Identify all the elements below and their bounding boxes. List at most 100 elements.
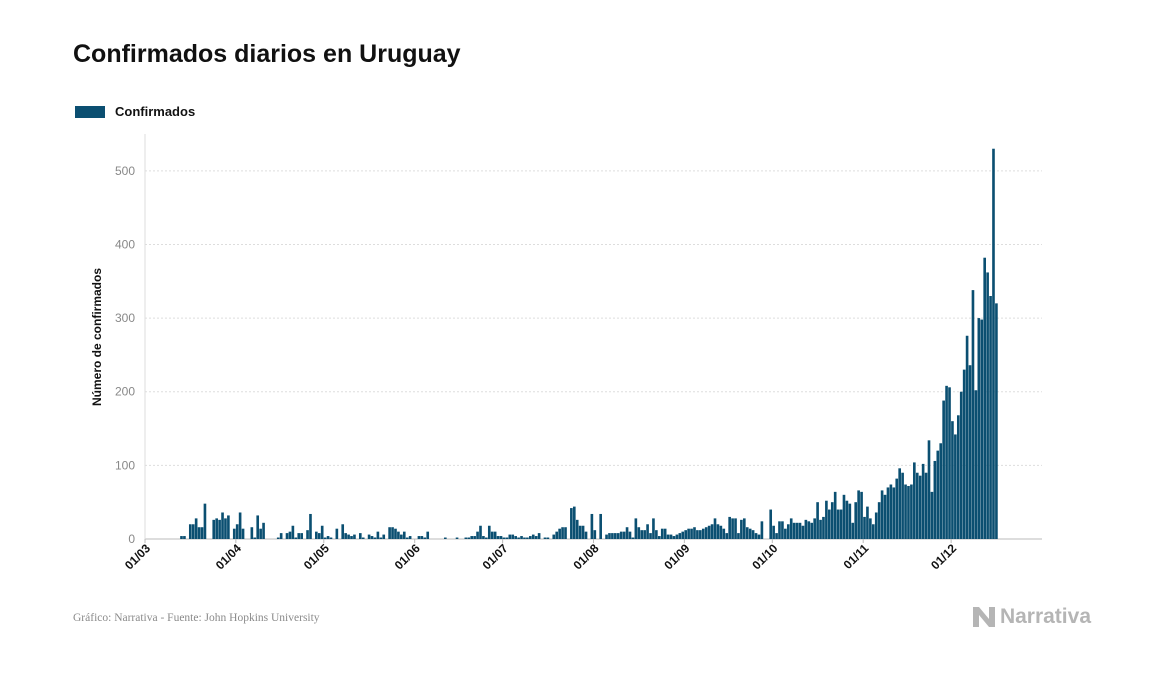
bar bbox=[754, 533, 758, 539]
bar bbox=[857, 490, 860, 539]
bar bbox=[992, 148, 995, 540]
bar bbox=[927, 440, 931, 539]
bar bbox=[725, 533, 729, 539]
bar bbox=[948, 387, 951, 539]
bar bbox=[880, 490, 884, 539]
bar bbox=[986, 272, 989, 539]
bar bbox=[924, 472, 928, 539]
bar bbox=[769, 509, 773, 539]
bar bbox=[719, 525, 723, 539]
bar bbox=[784, 528, 787, 539]
bar bbox=[778, 521, 781, 539]
bar bbox=[983, 257, 986, 539]
bar bbox=[309, 513, 312, 539]
bar bbox=[376, 531, 380, 539]
bar bbox=[570, 508, 573, 539]
bar bbox=[499, 536, 503, 539]
bar bbox=[367, 534, 371, 539]
bar bbox=[734, 518, 737, 539]
bar bbox=[877, 502, 881, 539]
bar bbox=[748, 528, 752, 539]
bar bbox=[394, 528, 397, 539]
bar bbox=[353, 534, 356, 539]
bar bbox=[534, 536, 538, 539]
bar bbox=[995, 303, 998, 539]
bar bbox=[552, 534, 556, 539]
bar bbox=[971, 290, 975, 539]
bar bbox=[989, 296, 992, 539]
bar bbox=[420, 536, 424, 539]
bar bbox=[490, 531, 494, 539]
chart-title: Confirmados diarios en Uruguay bbox=[73, 40, 461, 68]
bar bbox=[315, 531, 318, 539]
bar bbox=[816, 502, 819, 539]
bar bbox=[892, 487, 896, 539]
bar bbox=[581, 525, 585, 539]
bar bbox=[936, 450, 940, 539]
x-tick-label: 01/06 bbox=[392, 541, 423, 572]
bar bbox=[502, 537, 506, 539]
legend-swatch bbox=[75, 105, 105, 118]
bar bbox=[347, 534, 350, 539]
bar bbox=[493, 531, 497, 539]
bar bbox=[391, 527, 394, 539]
bar bbox=[329, 537, 333, 539]
bar bbox=[599, 513, 602, 539]
bar bbox=[813, 518, 816, 539]
bar bbox=[546, 537, 550, 539]
bar bbox=[954, 434, 957, 539]
bar bbox=[224, 518, 227, 539]
bar bbox=[895, 478, 899, 539]
bar bbox=[956, 415, 960, 539]
bar bbox=[508, 534, 512, 539]
bar bbox=[789, 518, 793, 539]
x-axis-ticks: 01/03 01/04 01/05 01/06 01/07 01/08 01/09 01/10… bbox=[122, 539, 959, 572]
bar bbox=[183, 536, 186, 539]
bar bbox=[904, 484, 907, 539]
bar bbox=[690, 528, 693, 539]
bar bbox=[959, 391, 963, 539]
bar bbox=[344, 533, 347, 539]
bar bbox=[939, 443, 943, 539]
bar bbox=[819, 519, 822, 539]
bar bbox=[907, 485, 910, 539]
x-tick-label: 01/12 bbox=[928, 541, 959, 572]
bar bbox=[619, 531, 623, 539]
bar bbox=[578, 525, 582, 539]
bar bbox=[704, 527, 708, 539]
bar bbox=[370, 536, 374, 539]
bar bbox=[795, 522, 799, 539]
bar bbox=[608, 533, 611, 539]
bar bbox=[531, 534, 535, 539]
y-tick-label: 100 bbox=[115, 458, 135, 472]
bar bbox=[575, 519, 579, 539]
y-tick-label: 500 bbox=[115, 164, 135, 178]
bar bbox=[341, 524, 345, 539]
bar bbox=[561, 527, 564, 539]
bar bbox=[740, 519, 743, 539]
bar bbox=[300, 533, 303, 539]
bar bbox=[728, 516, 731, 539]
bar bbox=[775, 533, 778, 539]
bar bbox=[804, 519, 808, 539]
bar bbox=[505, 537, 509, 539]
bar bbox=[358, 533, 362, 539]
bar bbox=[657, 536, 661, 539]
bar bbox=[731, 518, 734, 539]
source-credit: Gráfico: Narrativa - Fuente: John Hopkin… bbox=[73, 612, 320, 624]
bar bbox=[915, 472, 919, 539]
bar bbox=[285, 533, 289, 539]
bar bbox=[259, 528, 262, 539]
x-tick-label: 01/04 bbox=[213, 541, 244, 572]
bar bbox=[291, 525, 295, 539]
y-tick-label: 200 bbox=[115, 385, 135, 399]
bar bbox=[710, 524, 714, 539]
narrativa-logo-icon bbox=[972, 607, 995, 627]
bar bbox=[921, 463, 925, 539]
bar bbox=[523, 537, 526, 539]
bar bbox=[405, 537, 409, 539]
bar bbox=[526, 537, 529, 539]
bar bbox=[869, 518, 872, 539]
bars bbox=[180, 148, 998, 540]
bar bbox=[253, 537, 257, 539]
